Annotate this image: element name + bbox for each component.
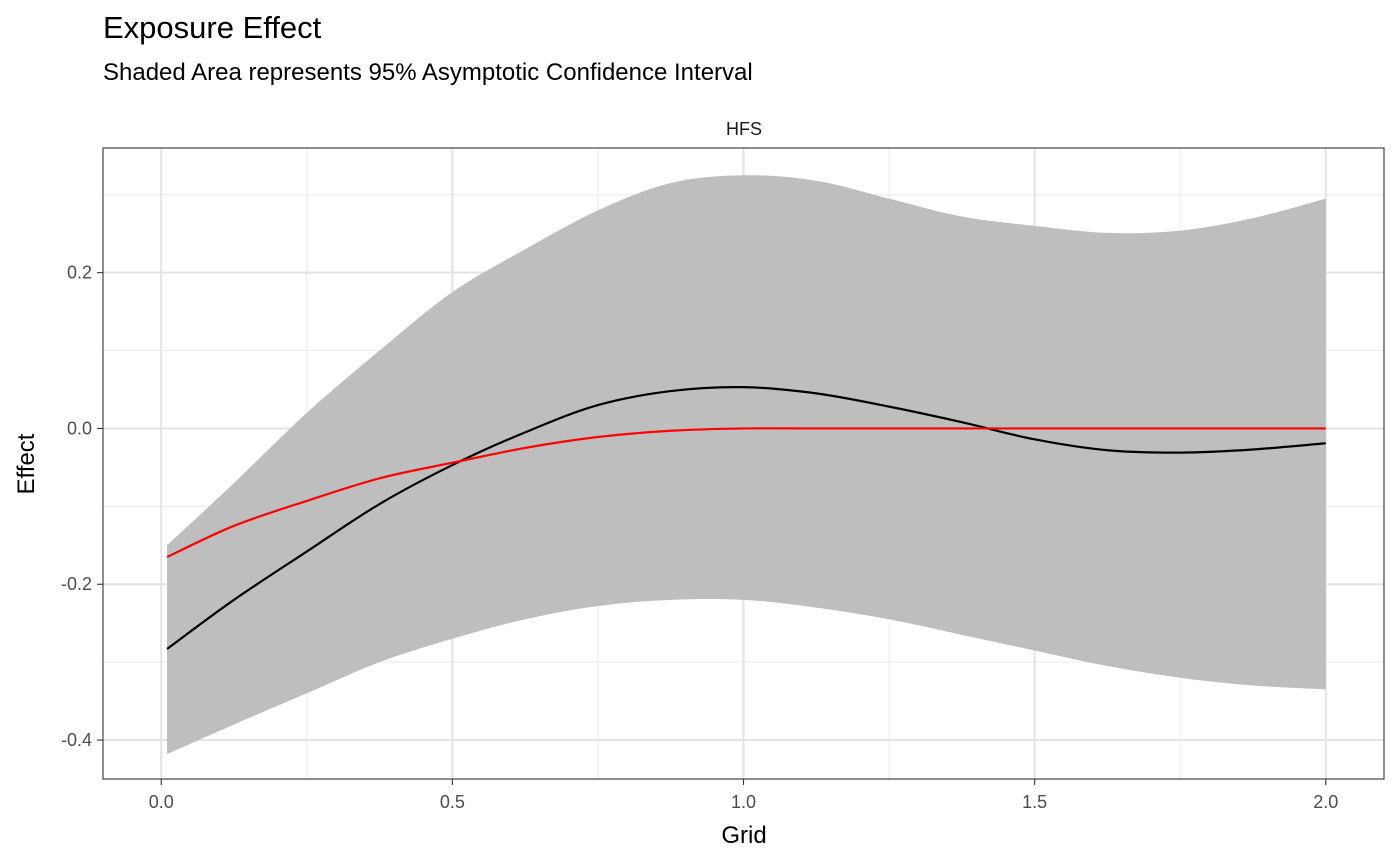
series-line-1 [166,385,1326,650]
series-lines [166,385,1326,650]
facet-strip-label: HFS [726,119,762,139]
y-axis: -0.4 -0.2 0.0 0.2 [61,263,103,750]
confidence-band [167,175,1326,755]
chart-title: Exposure Effect [103,10,322,45]
x-tick-label: 1.5 [1022,792,1047,812]
x-tick-label: 0.0 [149,792,174,812]
x-axis-title: Grid [721,822,766,849]
x-tick-label: 0.5 [440,792,465,812]
chart-subtitle: Shaded Area represents 95% Asymptotic Co… [103,59,753,86]
series-line-2 [166,427,1326,558]
confidence-ribbon [167,175,1326,755]
y-tick-label: 0.0 [67,418,92,438]
x-tick-label: 1.0 [731,792,756,812]
x-tick-label: 2.0 [1313,792,1338,812]
y-axis-title: Effect [13,433,40,494]
y-tick-label: -0.2 [61,574,92,594]
y-tick-label: -0.4 [61,730,92,750]
y-tick-label: 0.2 [67,263,92,283]
x-axis: 0.0 0.5 1.0 1.5 2.0 [149,779,1338,812]
